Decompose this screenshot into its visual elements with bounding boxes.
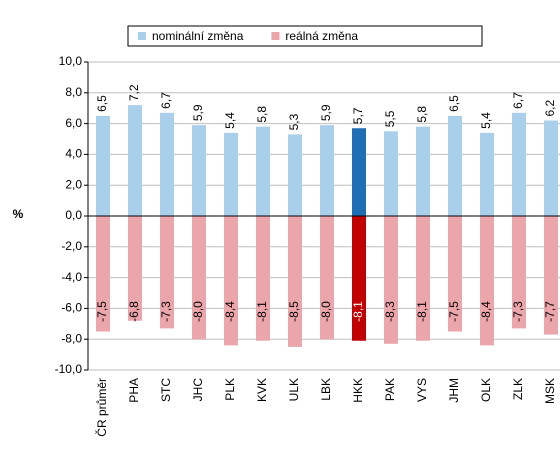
value-label: 6,5: [95, 95, 109, 112]
value-label: -7,5: [447, 301, 461, 322]
bar: [320, 216, 334, 340]
bar: [128, 105, 142, 216]
value-label: 5,9: [191, 104, 205, 121]
value-label: 5,9: [319, 104, 333, 121]
legend-box: [127, 25, 483, 47]
y-tick-label: 2,0: [65, 177, 82, 191]
bar: [192, 216, 206, 340]
bar: [256, 126, 270, 216]
x-tick-label: VYS: [415, 378, 429, 402]
y-tick-label: -6,0: [61, 301, 82, 315]
x-tick-label: JHM: [447, 378, 461, 403]
value-label: -7,7: [543, 301, 557, 322]
value-label: 6,7: [511, 92, 525, 109]
value-label: 6,7: [159, 92, 173, 109]
bar: [384, 131, 398, 216]
bar: [160, 216, 174, 329]
x-tick-label: KVK: [255, 378, 269, 402]
x-tick-label: JHC: [191, 378, 205, 402]
value-label: 5,5: [383, 110, 397, 127]
bar: [288, 134, 302, 216]
legend-swatch: [271, 32, 280, 40]
value-label: -8,1: [351, 301, 365, 322]
bar: [512, 216, 526, 329]
bar: [128, 216, 142, 321]
value-label: -8,5: [287, 301, 301, 322]
bar: [256, 216, 270, 341]
bar: [192, 125, 206, 216]
value-label: -8,4: [223, 301, 237, 322]
x-tick-label: PHA: [127, 378, 141, 403]
x-tick-label: ZLK: [511, 378, 525, 400]
y-tick-label: -2,0: [61, 239, 82, 253]
bar: [416, 216, 430, 341]
value-label: -7,5: [95, 301, 109, 322]
value-label: -8,0: [319, 301, 333, 322]
value-label: 5,8: [415, 106, 429, 123]
bar: [352, 128, 366, 216]
x-tick-label: PLK: [223, 378, 237, 401]
value-label: 5,3: [287, 113, 301, 130]
bar: [448, 115, 462, 216]
bar: [96, 216, 110, 332]
y-tick-label: -10,0: [55, 362, 83, 376]
value-label: -8,4: [479, 301, 493, 322]
value-label: -6,8: [127, 301, 141, 322]
y-tick-label: 8,0: [65, 85, 82, 99]
value-label: -8,3: [383, 301, 397, 322]
bar: [224, 216, 238, 346]
value-label: -8,1: [255, 301, 269, 322]
x-tick-label: OLK: [479, 378, 493, 402]
bar: [288, 216, 302, 347]
bar: [480, 216, 494, 346]
value-label: -7,3: [511, 301, 525, 322]
value-label: 7,2: [127, 84, 141, 101]
y-tick-label: -8,0: [61, 331, 82, 345]
bar: [96, 115, 110, 216]
legend-swatch: [138, 32, 146, 40]
x-tick-label: HKK: [351, 378, 365, 403]
bar: [512, 112, 526, 216]
y-tick-label: 10,0: [59, 54, 83, 68]
x-tick-label: ČR průměr: [94, 378, 109, 437]
legend-label: reálná změna: [285, 29, 358, 43]
y-tick-label: 4,0: [65, 147, 82, 161]
y-axis-label: %: [13, 207, 24, 221]
legend-label: nominální změna: [152, 29, 244, 43]
value-label: -8,0: [191, 301, 205, 322]
x-tick-label: ULK: [287, 378, 301, 401]
bar: [448, 216, 462, 332]
bar: [384, 216, 398, 344]
value-label: 6,2: [543, 100, 557, 117]
y-tick-label: 0,0: [65, 208, 82, 222]
x-tick-label: PAK: [383, 378, 397, 401]
value-label: 5,4: [223, 112, 237, 129]
bar: [160, 112, 174, 216]
x-tick-label: MSK: [543, 378, 557, 404]
value-label: 5,7: [351, 107, 365, 124]
value-label: -7,3: [159, 301, 173, 322]
x-tick-label: STC: [159, 378, 173, 402]
bar: [352, 216, 366, 341]
bar: [320, 125, 334, 216]
bar: [224, 132, 238, 216]
value-label: 5,4: [479, 112, 493, 129]
bar: [544, 120, 558, 216]
bar: [544, 216, 558, 335]
value-label: -8,1: [415, 301, 429, 322]
y-tick-label: -4,0: [61, 270, 82, 284]
y-tick-label: 6,0: [65, 116, 82, 130]
value-label: 6,5: [447, 95, 461, 112]
x-tick-label: LBK: [319, 378, 333, 401]
bar: [480, 132, 494, 216]
bar: [416, 126, 430, 216]
value-label: 5,8: [255, 106, 269, 123]
